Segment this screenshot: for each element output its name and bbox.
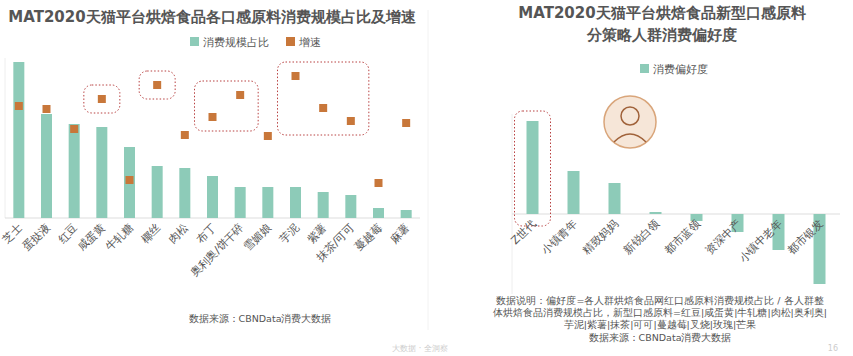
title: MAT2020天猫平台烘焙食品新型口感原料 [518,4,805,22]
y-axis-line [512,114,513,294]
x-tick-label: 都市蓝领 [662,217,702,257]
bar [179,168,190,218]
highlight-box [84,85,120,113]
bar [345,195,356,218]
point [43,105,51,113]
marks [527,121,826,284]
avatar-circle [604,96,656,148]
x-tick-label: 资深中产 [703,217,743,257]
bar [207,176,218,218]
chart-panel: MAT2020天猫平台烘焙食品新型口感原料分策略人群消费偏好度消费偏好度Z世代小… [493,4,840,343]
x-tick-label: 咸蛋黄 [75,221,108,254]
bar [69,124,80,218]
highlight-box [515,111,551,226]
avatar-icon [604,96,656,148]
x-tick-label: 都市银发 [785,217,825,257]
note: 数据说明：偏好度=各人群烘焙食品网红口感原料消费规模占比 / 各人群整 [496,295,823,306]
x-tick-label: 小镇中老年 [737,217,785,265]
source: 数据来源：CBNData消费大数据 [589,332,732,343]
bar [124,147,135,218]
point [319,104,327,112]
point [98,95,106,103]
x-tick-label: 雪媚娘 [241,221,274,254]
point [347,117,355,125]
note: 体烘焙食品消费规模占比，新型口感原料=红豆|咸蛋黄|牛轧糖|肉松|奥利奥| [493,307,827,318]
bar [41,114,52,218]
bar [373,208,384,218]
y-axis-line [5,58,6,218]
bar [13,62,24,218]
point [375,179,383,187]
point [264,132,272,140]
avatar-body [614,134,646,142]
bar [262,187,273,218]
chart-panel: MAT2020天猫平台烘焙食品各口感原料消费规模占比及增速消费规模占比增速芝士蛋… [0,8,420,324]
page-number: 16 [828,344,838,353]
x-tick-label: 蛋挞液 [20,221,53,254]
bar [650,212,662,214]
bar [527,121,539,214]
legend-key [640,64,649,73]
highlight-box [139,71,175,99]
x-tick-label: 抹茶/可可 [314,221,357,264]
x-tick-label: 麻薯 [388,221,413,246]
title: 分策略人群消费偏好度 [586,26,737,44]
canvas: MAT2020天猫平台烘焙食品各口感原料消费规模占比及增速消费规模占比增速芝士蛋… [0,0,853,356]
bar [609,183,621,214]
legend-label: 消费规模占比 [203,36,269,49]
bar [235,187,246,218]
divider [428,10,429,330]
x-tick-label: 芋泥 [277,221,302,246]
point [70,125,78,133]
x-tick-label: 奥利奥/饼干碎 [188,221,246,279]
bar [290,187,301,218]
point [181,131,189,139]
title: MAT2020天猫平台烘焙食品各口感原料消费规模占比及增速 [8,8,416,26]
bar [401,210,412,218]
point [209,113,217,121]
highlight-box [278,62,369,135]
bar [318,192,329,218]
point [292,72,300,80]
legend-key [286,37,295,46]
legend-label: 消费偏好度 [653,63,708,76]
note: 芋泥|紫薯|抹茶|可可|蔓越莓|叉烧|玫瑰|芒果 [564,319,756,330]
highlight-box [195,81,259,131]
x-tick-label: 肉松 [166,221,191,246]
bar [568,171,580,214]
point [153,81,161,89]
baseline [512,214,840,215]
legend-label: 增速 [298,36,321,49]
legend-key [190,37,199,46]
point [236,91,244,99]
point [126,176,134,184]
avatar-head [621,107,639,125]
x-tick-label: 椰丝 [139,221,164,246]
x-tick-label: 蔓越莓 [352,221,385,254]
x-tick-label: 精致妈妈 [580,217,620,257]
marks [13,62,411,218]
bar [152,166,163,218]
footer-text: 大数据 · 全洞察 [392,344,448,353]
source: 数据来源：CBNData消费大数据 [189,313,332,324]
point [402,119,410,127]
x-tick-label: 牛轧糖 [103,221,136,254]
x-tick-label: 小镇青年 [539,217,579,257]
x-tick-label: Z世代 [509,217,539,247]
point [15,102,23,110]
x-tick-label: 新锐白领 [621,217,661,257]
bar [96,127,107,218]
